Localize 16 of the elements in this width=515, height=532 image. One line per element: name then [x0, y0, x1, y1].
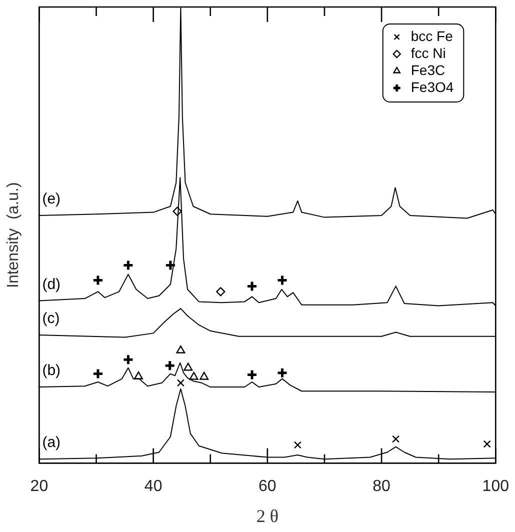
- y-axis-title: Intensity (a.u.): [5, 182, 22, 288]
- annotation: (a): [42, 434, 61, 452]
- x-tick-label: 60: [258, 478, 276, 496]
- x-axis-title: 2 θ: [256, 506, 278, 526]
- annotation: (d): [42, 276, 61, 293]
- annotation: (c): [42, 310, 60, 328]
- legend-label: Fe3C: [410, 62, 446, 78]
- legend-label: bcc Fe: [410, 28, 454, 44]
- x-tick-label: 20: [30, 478, 48, 496]
- x-tick-label: 100: [482, 478, 510, 496]
- x-tick-label: 40: [144, 478, 162, 496]
- annotation: (e): [42, 190, 61, 208]
- legend-label: fcc Ni: [410, 44, 446, 61]
- annotation: (b): [42, 362, 61, 380]
- legend-label: Fe3O4: [410, 78, 454, 95]
- x-tick-label: 80: [372, 478, 391, 496]
